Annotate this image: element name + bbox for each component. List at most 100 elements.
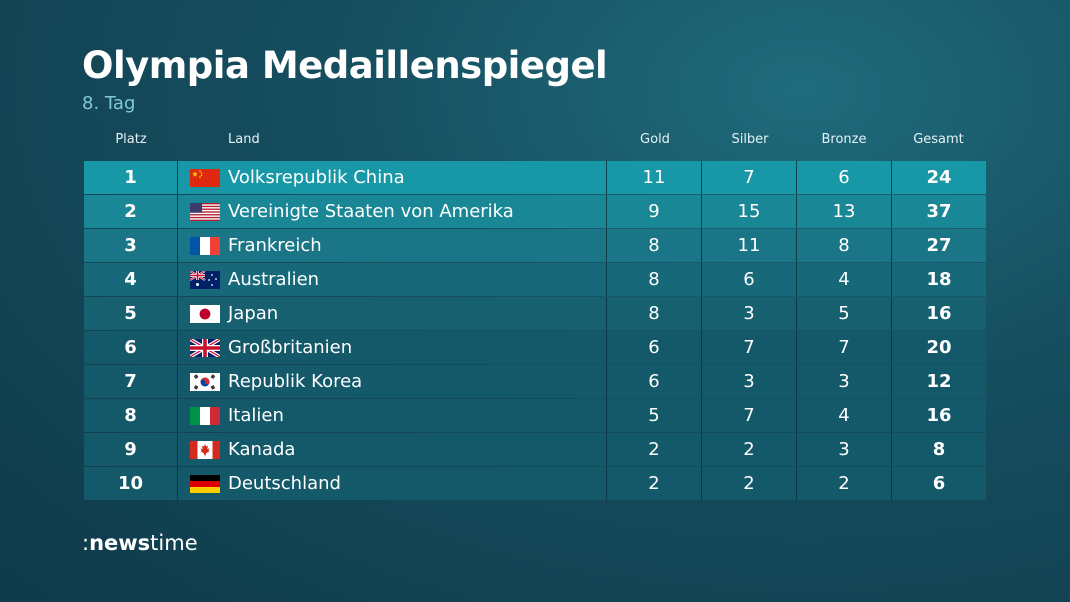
table-row: 10 Deutschland 2 2 2 6 xyxy=(84,467,986,500)
country-name: Deutschland xyxy=(228,473,341,494)
silver-cell: 6 xyxy=(702,263,797,296)
rank-cell: 8 xyxy=(84,399,178,432)
total-cell: 37 xyxy=(926,201,952,222)
country-cell: Vereinigte Staaten von Amerika xyxy=(178,195,607,228)
bronze-cell: 5 xyxy=(797,297,892,330)
uk-flag-icon xyxy=(190,338,220,357)
country-name: Australien xyxy=(228,269,320,290)
country-name: Japan xyxy=(228,303,279,324)
logo-colon: : xyxy=(82,531,90,555)
table-row: 2 Vereinigte Staaten von Amerika 9 15 13… xyxy=(84,195,986,228)
page-subtitle: 8. Tag xyxy=(82,93,136,114)
germany-flag-icon xyxy=(190,474,220,493)
country-name: Großbritanien xyxy=(228,337,353,358)
france-flag-icon xyxy=(190,236,220,255)
column-header-silber: Silber xyxy=(731,132,769,147)
column-header-gesamt: Gesamt xyxy=(913,132,964,147)
column-header-land: Land xyxy=(228,132,260,147)
total-cell: 8 xyxy=(932,439,946,460)
rank-cell: 10 xyxy=(84,467,178,500)
column-header-platz: Platz xyxy=(115,132,147,147)
silver-cell: 3 xyxy=(702,365,797,398)
country-cell: Frankreich xyxy=(178,229,607,262)
total-cell: 24 xyxy=(926,167,952,188)
country-cell: Kanada xyxy=(178,433,607,466)
bronze-cell: 4 xyxy=(797,263,892,296)
country-cell: Großbritanien xyxy=(178,331,607,364)
table-row: 9 Kanada 2 2 3 8 xyxy=(84,433,986,466)
japan-flag-icon xyxy=(190,304,220,323)
newstime-logo: :newstime xyxy=(82,531,198,555)
bronze-cell: 7 xyxy=(797,331,892,364)
table-row: 6 Großbritanien 6 7 7 20 xyxy=(84,331,986,364)
silver-cell: 7 xyxy=(702,399,797,432)
rank-cell: 9 xyxy=(84,433,178,466)
country-name: Volksrepublik China xyxy=(228,167,405,188)
logo-time: time xyxy=(150,531,198,555)
table-row: 8 Italien 5 7 4 16 xyxy=(84,399,986,432)
total-cell: 6 xyxy=(932,473,946,494)
rank-cell: 2 xyxy=(84,195,178,228)
table-row: 7 Republik Korea 6 3 3 12 xyxy=(84,365,986,398)
silver-cell: 3 xyxy=(702,297,797,330)
gold-cell: 2 xyxy=(607,433,702,466)
country-name: Italien xyxy=(228,405,284,426)
total-cell: 20 xyxy=(926,337,952,358)
usa-flag-icon xyxy=(190,202,220,221)
silver-cell: 15 xyxy=(702,195,797,228)
bronze-cell: 6 xyxy=(797,161,892,194)
country-cell: Republik Korea xyxy=(178,365,607,398)
canada-flag-icon xyxy=(190,440,220,459)
total-cell: 16 xyxy=(926,405,952,426)
total-cell: 27 xyxy=(926,235,952,256)
country-name: Vereinigte Staaten von Amerika xyxy=(228,201,514,222)
country-cell: Australien xyxy=(178,263,607,296)
country-cell: Volksrepublik China xyxy=(178,161,607,194)
country-cell: Italien xyxy=(178,399,607,432)
korea-flag-icon xyxy=(190,372,220,391)
gold-cell: 11 xyxy=(607,161,702,194)
table-row: 3 Frankreich 8 11 8 27 xyxy=(84,229,986,262)
country-cell: Japan xyxy=(178,297,607,330)
country-name: Kanada xyxy=(228,439,296,460)
rank-cell: 1 xyxy=(84,161,178,194)
rank-cell: 7 xyxy=(84,365,178,398)
rank-cell: 4 xyxy=(84,263,178,296)
gold-cell: 8 xyxy=(607,229,702,262)
table-row: 4 Australien 8 6 4 18 xyxy=(84,263,986,296)
gold-cell: 6 xyxy=(607,365,702,398)
rank-cell: 3 xyxy=(84,229,178,262)
bronze-cell: 3 xyxy=(797,365,892,398)
bronze-cell: 13 xyxy=(797,195,892,228)
silver-cell: 7 xyxy=(702,161,797,194)
gold-cell: 6 xyxy=(607,331,702,364)
column-header-bronze: Bronze xyxy=(821,132,867,147)
bronze-cell: 4 xyxy=(797,399,892,432)
silver-cell: 7 xyxy=(702,331,797,364)
bronze-cell: 3 xyxy=(797,433,892,466)
bronze-cell: 2 xyxy=(797,467,892,500)
total-cell: 18 xyxy=(926,269,952,290)
total-cell: 12 xyxy=(926,371,952,392)
country-name: Frankreich xyxy=(228,235,322,256)
italy-flag-icon xyxy=(190,406,220,425)
australia-flag-icon xyxy=(190,270,220,289)
gold-cell: 8 xyxy=(607,263,702,296)
gold-cell: 5 xyxy=(607,399,702,432)
table-row: 1 Volksrepublik China 11 7 6 24 xyxy=(84,161,986,194)
country-name: Republik Korea xyxy=(228,371,363,392)
rank-cell: 6 xyxy=(84,331,178,364)
rank-cell: 5 xyxy=(84,297,178,330)
logo-news: news xyxy=(89,531,151,555)
total-cell: 16 xyxy=(926,303,952,324)
bronze-cell: 8 xyxy=(797,229,892,262)
silver-cell: 11 xyxy=(702,229,797,262)
gold-cell: 9 xyxy=(607,195,702,228)
silver-cell: 2 xyxy=(702,433,797,466)
country-cell: Deutschland xyxy=(178,467,607,500)
page-title: Olympia Medaillenspiegel xyxy=(82,44,608,87)
silver-cell: 2 xyxy=(702,467,797,500)
medal-table: 1 Volksrepublik China 11 7 6 24 2 xyxy=(84,161,986,501)
column-header-gold: Gold xyxy=(640,132,670,147)
china-flag-icon xyxy=(190,168,220,187)
